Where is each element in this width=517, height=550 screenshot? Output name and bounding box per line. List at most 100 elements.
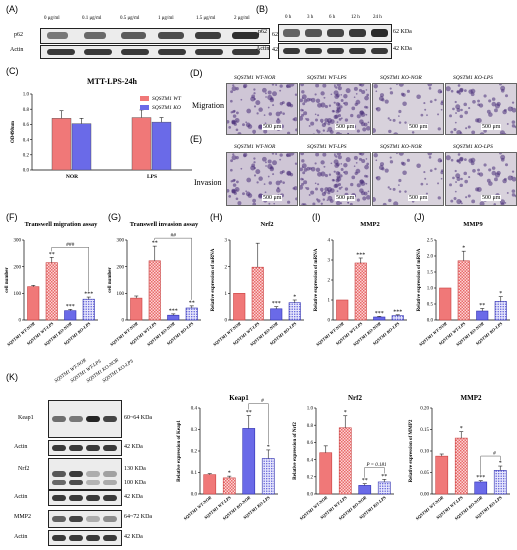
y-tick-label: 0.6 (307, 441, 314, 446)
cell-dot (314, 113, 317, 116)
cell-dot (491, 97, 496, 101)
y-tick-label: 0.20 (420, 407, 429, 412)
cell-dot (467, 125, 471, 129)
cell-dot (359, 153, 365, 156)
cell-dot (464, 158, 467, 162)
cell-dot (356, 129, 360, 133)
cell-dot (228, 195, 232, 198)
cell-dot (339, 105, 343, 109)
blot-b-kda-p62: 62 KDa (393, 29, 412, 35)
blot-b-row-actin: Actin (256, 46, 270, 52)
bar (148, 260, 161, 321)
cell-dot (511, 189, 516, 193)
cell-dot (446, 155, 451, 161)
scale-bar-label: 500 μm (481, 124, 502, 130)
blot-k-kda-label: 42 KDa (124, 534, 143, 540)
cell-dot (317, 183, 320, 186)
cell-dot (472, 168, 476, 173)
scale-bar-label: 500 μm (262, 124, 283, 130)
bracket-label: # (261, 398, 264, 404)
cell-dot (333, 84, 336, 87)
bar (391, 315, 404, 321)
cell-dot (468, 89, 473, 94)
bar (82, 298, 95, 321)
cell-dot (300, 84, 305, 87)
cell-dot (365, 182, 368, 185)
cell-dot (271, 84, 275, 86)
cell-dot (306, 166, 311, 171)
cell-dot (337, 86, 342, 91)
cell-dot (511, 106, 513, 109)
cell-dot (340, 163, 343, 165)
cell-dot (327, 187, 333, 192)
cell-dot (361, 89, 366, 94)
cell-dot (483, 94, 487, 98)
cell-dot (272, 173, 275, 176)
cell-dot (315, 98, 321, 104)
cell-dot (310, 121, 315, 126)
y-axis-label: Relative expression of mRNA (417, 248, 422, 311)
cell-dot (362, 127, 367, 132)
cell-dot (258, 193, 264, 199)
y-tick-label: 0.4 (307, 458, 314, 463)
cell-dot (279, 180, 283, 183)
cell-dot (427, 153, 433, 156)
cell-dot (322, 129, 325, 132)
cell-dot (335, 131, 341, 134)
cell-dot (230, 111, 233, 114)
cell-dot (439, 159, 443, 163)
cell-dot (300, 116, 304, 121)
cell-dot (498, 153, 502, 155)
cell-dot (344, 187, 349, 191)
cell-dot (303, 134, 307, 135)
cell-dot (286, 170, 292, 176)
cell-dot (359, 179, 364, 184)
y-tick-label: 0 (225, 319, 228, 324)
cell-dot (264, 122, 267, 125)
cell-dot (334, 183, 339, 188)
cell-dot (237, 201, 242, 205)
significance-stars: ** (246, 410, 252, 416)
cell-dot (493, 134, 496, 135)
cell-dot (310, 190, 315, 195)
cell-dot (477, 168, 480, 172)
cell-dot (301, 182, 305, 186)
cell-dot (287, 200, 291, 204)
cell-dot (500, 157, 505, 162)
y-tick-label: 0 (328, 319, 331, 324)
cell-dot (333, 170, 336, 173)
significance-bracket (248, 403, 269, 444)
cell-dot (349, 202, 353, 205)
micrograph-caption: SQSTM1 WT-LPS (307, 75, 347, 81)
cell-dot (282, 112, 285, 115)
cell-dot (398, 115, 400, 117)
cell-dot (293, 117, 297, 122)
cell-dot (455, 112, 458, 115)
cell-dot (335, 102, 340, 107)
cell-dot (235, 120, 238, 122)
cell-dot (300, 167, 304, 172)
cell-dot (389, 87, 392, 90)
bar (45, 262, 58, 321)
y-tick-label: 4 (328, 239, 331, 244)
cell-dot (502, 109, 507, 115)
cell-dot (457, 153, 461, 156)
x-tick-label: NOR (66, 174, 79, 180)
cell-dot (317, 130, 321, 134)
cell-dot (475, 118, 480, 123)
band (103, 445, 117, 451)
cell-dot (388, 129, 392, 134)
cell-dot (488, 181, 493, 186)
cell-dot (504, 94, 509, 98)
cell-dot (232, 153, 235, 156)
chart-title: Keap1 (229, 394, 249, 402)
band (69, 480, 83, 485)
cell-dot (367, 121, 370, 124)
cell-dot (340, 168, 344, 171)
blot-k-row-label: Actin (14, 444, 28, 450)
cell-dot (328, 104, 332, 107)
cell-dot (456, 90, 460, 94)
cell-dot (428, 87, 432, 90)
cell-dot (387, 117, 390, 120)
y-axis-label: Relative expression of mRNA (314, 248, 319, 311)
